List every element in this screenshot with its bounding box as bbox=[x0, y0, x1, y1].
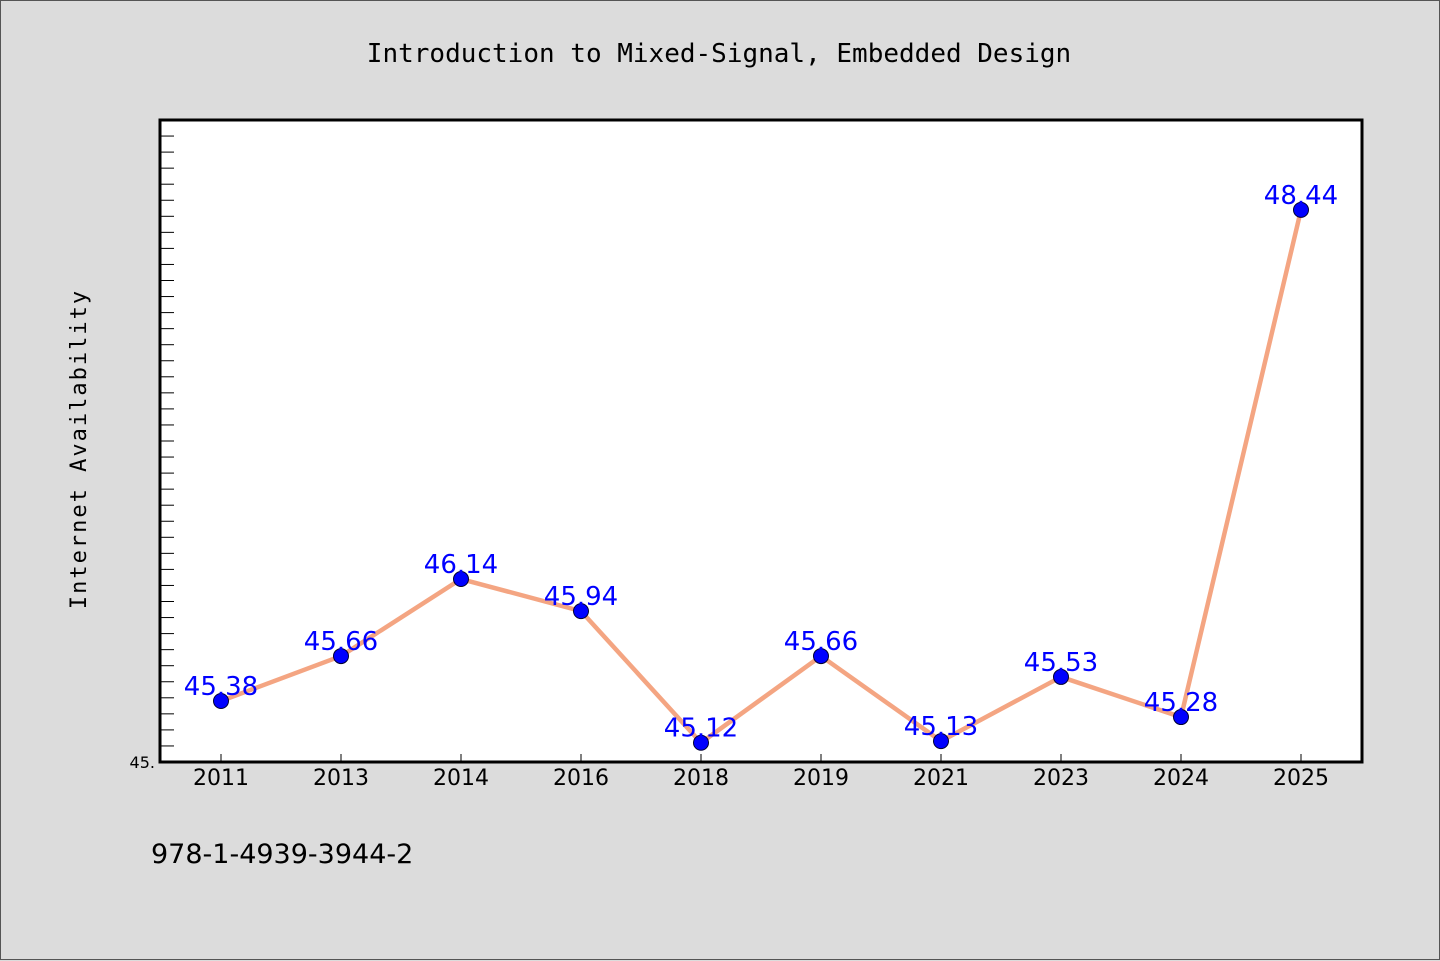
x-tick-label: 2023 bbox=[1033, 766, 1089, 791]
data-labels: 45.38 45.66 46.14 45.94 45.12 45.66 45.13 45.53… bbox=[184, 181, 1338, 744]
x-tick-label: 2024 bbox=[1153, 766, 1209, 791]
x-tick-label: 2013 bbox=[313, 766, 369, 791]
footer-text: 978-1-4939-3944-2 bbox=[151, 839, 413, 870]
data-marker bbox=[1173, 709, 1189, 726]
data-marker bbox=[453, 571, 469, 588]
series-line bbox=[220, 209, 1304, 745]
data-label: 45.94 bbox=[544, 582, 618, 612]
data-marker bbox=[1293, 201, 1309, 218]
data-label: 45.13 bbox=[904, 712, 978, 742]
x-tick-label: 2011 bbox=[193, 766, 249, 791]
data-marker bbox=[1053, 668, 1069, 685]
x-tick-label: 2025 bbox=[1273, 766, 1329, 791]
data-label: 45.28 bbox=[1144, 688, 1218, 718]
chart-title: Introduction to Mixed-Signal, Embedded D… bbox=[367, 39, 1071, 69]
x-axis: 2011 2013 2014 2016 2018 2019 2021 2023 2024 2025 bbox=[193, 754, 1329, 791]
data-marker bbox=[693, 734, 709, 751]
x-tick-label: 2018 bbox=[673, 766, 729, 791]
y-tick-label: 45. bbox=[130, 753, 155, 772]
plot-area bbox=[158, 118, 1364, 764]
data-markers bbox=[213, 201, 1309, 751]
data-marker bbox=[813, 648, 829, 665]
data-marker bbox=[573, 603, 589, 620]
y-axis-ticks bbox=[160, 135, 174, 747]
x-tick-label: 2016 bbox=[553, 766, 609, 791]
data-label: 46.14 bbox=[424, 550, 498, 580]
data-marker bbox=[333, 648, 349, 665]
series-line-group bbox=[220, 209, 1304, 745]
x-tick-label: 2019 bbox=[793, 766, 849, 791]
data-label: 45.53 bbox=[1024, 648, 1098, 678]
x-tick-label: 2021 bbox=[913, 766, 969, 791]
y-axis-label: Internet Availability bbox=[67, 289, 92, 609]
data-label: 45.12 bbox=[664, 714, 738, 744]
data-marker bbox=[213, 693, 229, 710]
data-label: 45.38 bbox=[184, 672, 258, 702]
x-tick-label: 2014 bbox=[433, 766, 489, 791]
data-label: 48.44 bbox=[1264, 181, 1338, 211]
data-marker bbox=[933, 733, 949, 750]
data-label: 45.66 bbox=[304, 627, 378, 657]
data-label: 45.66 bbox=[784, 627, 858, 657]
